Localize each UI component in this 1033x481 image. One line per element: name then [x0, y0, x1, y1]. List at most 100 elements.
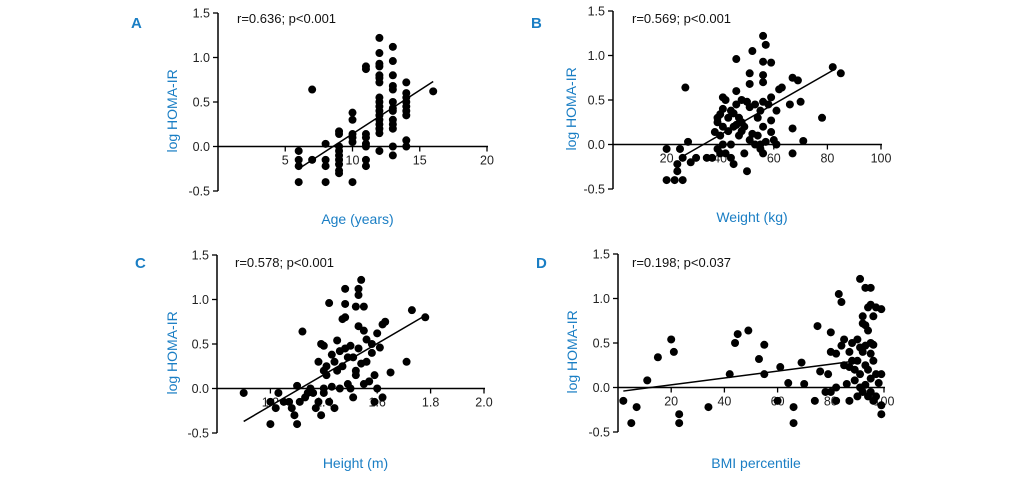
data-point	[724, 113, 733, 122]
data-point	[845, 347, 854, 356]
correlation-annotation: r=0.636; p<0.001	[237, 11, 336, 26]
data-point	[744, 326, 753, 335]
data-point	[761, 40, 770, 49]
data-point	[773, 396, 782, 405]
data-point	[619, 396, 628, 405]
data-point	[864, 326, 873, 335]
data-point	[370, 371, 379, 380]
data-point	[759, 31, 768, 40]
data-point	[407, 306, 416, 315]
data-point	[832, 349, 841, 358]
data-point	[858, 347, 867, 356]
data-point	[341, 284, 350, 293]
x-tick-label: 20	[480, 154, 494, 168]
panel-a: A -0.5 0.0 0.5 1.0 1.5 5 10 15 20 r=0.636; p<0.001…	[131, 7, 494, 228]
data-point	[388, 124, 397, 133]
y-tick-label: 1.5	[192, 249, 209, 263]
panel-letter: B	[531, 15, 542, 32]
data-point	[354, 291, 363, 300]
data-point	[704, 403, 713, 412]
data-point	[348, 178, 357, 187]
data-point	[837, 298, 846, 307]
data-point	[861, 380, 870, 389]
x-axis-label: BMI percentile	[711, 455, 801, 471]
data-point	[375, 129, 384, 138]
data-point	[632, 403, 641, 412]
data-point	[675, 419, 684, 428]
data-point	[643, 376, 652, 385]
data-point	[708, 153, 717, 162]
data-point	[375, 78, 384, 87]
data-point	[788, 149, 797, 158]
data-point	[850, 376, 859, 385]
data-point	[388, 42, 397, 51]
data-point	[330, 357, 339, 366]
data-point	[726, 140, 735, 149]
data-point	[759, 78, 768, 87]
data-point	[740, 149, 749, 158]
data-point	[832, 396, 841, 405]
data-point	[335, 169, 344, 178]
data-point	[759, 122, 768, 131]
data-point	[388, 142, 397, 151]
y-axis-label: log HOMA-IR	[564, 310, 580, 393]
data-point	[362, 335, 371, 344]
data-point	[354, 284, 363, 293]
data-point	[834, 290, 843, 299]
data-point	[869, 356, 878, 365]
data-point	[266, 420, 275, 429]
data-point	[686, 158, 695, 167]
data-point	[361, 133, 370, 142]
data-point	[869, 340, 878, 349]
data-point	[367, 348, 376, 357]
data-point	[375, 33, 384, 42]
panel-c: C-0.50.00.51.01.51.21.41.61.82.0r=0.578;…	[135, 249, 493, 472]
data-point	[375, 146, 384, 155]
data-point	[813, 322, 822, 331]
data-point	[767, 128, 776, 137]
data-point	[836, 69, 845, 78]
data-point	[726, 153, 735, 162]
data-point	[361, 155, 370, 164]
data-point	[354, 322, 363, 331]
panel-letter: A	[131, 15, 142, 32]
data-point	[673, 167, 682, 176]
data-point	[321, 139, 330, 148]
data-point	[653, 353, 662, 362]
data-point	[856, 274, 865, 283]
data-point	[309, 388, 318, 397]
data-point	[402, 142, 411, 151]
data-point	[388, 71, 397, 80]
data-point	[335, 130, 344, 139]
data-point	[789, 419, 798, 428]
data-point	[743, 167, 751, 176]
data-point	[669, 347, 678, 356]
data-point	[359, 326, 368, 335]
data-point	[733, 330, 742, 339]
data-point	[373, 329, 382, 338]
data-point	[341, 299, 350, 308]
correlation-annotation: r=0.569; p<0.001	[632, 11, 731, 26]
data-point	[745, 69, 754, 78]
y-tick-label: 0.0	[588, 138, 605, 152]
data-point	[777, 83, 786, 92]
y-tick-label: 1.0	[593, 292, 610, 306]
data-point	[761, 137, 770, 146]
y-axis-label: log HOMA-IR	[164, 311, 180, 394]
data-point	[853, 392, 862, 401]
data-point	[745, 136, 754, 145]
data-point	[760, 340, 769, 349]
data-point	[799, 136, 808, 145]
data-point	[346, 384, 355, 393]
data-point	[314, 397, 323, 406]
y-tick-label: 1.0	[588, 49, 605, 63]
correlation-annotation: r=0.578; p<0.001	[235, 255, 334, 270]
data-point	[375, 343, 384, 352]
y-tick-label: 1.5	[193, 7, 210, 21]
data-point	[789, 403, 798, 412]
x-tick-label: 1.8	[422, 396, 439, 410]
data-point	[818, 113, 827, 122]
data-point	[869, 312, 878, 321]
